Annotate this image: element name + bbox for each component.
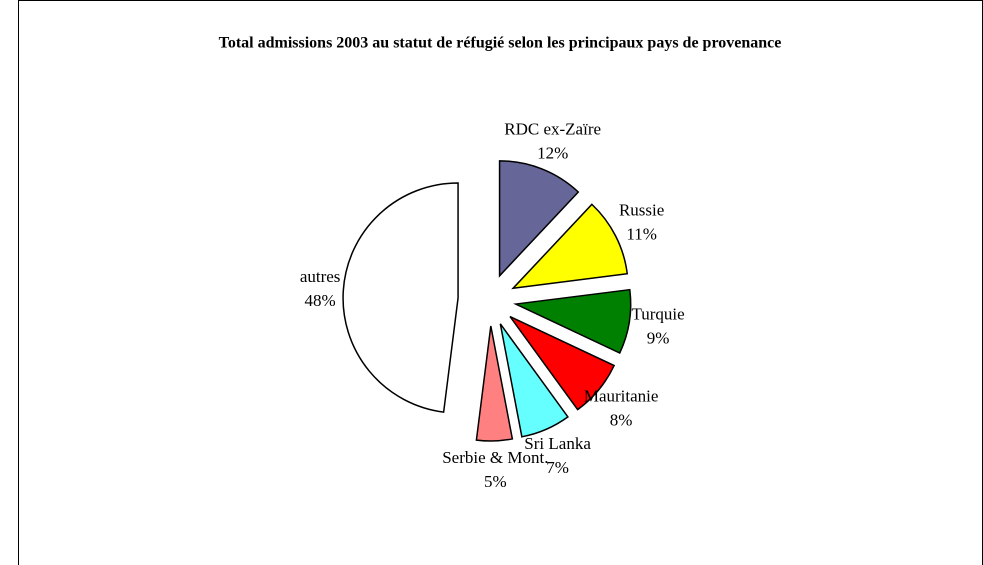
chart-title: Total admissions 2003 au statut de réfug… (219, 35, 782, 52)
slice-value-label: 9% (647, 329, 670, 348)
slice-label: autres (300, 267, 341, 286)
slice-label: RDC ex-Zaïre (504, 120, 601, 139)
slice-label: Sri Lanka (524, 434, 591, 453)
pie-slice (499, 323, 569, 438)
slice-label: Turquie (631, 305, 684, 324)
slice-value-label: 12% (537, 144, 568, 163)
pie-slice (513, 288, 632, 355)
pie-slice (342, 182, 459, 413)
chart-frame (18, 0, 983, 565)
slice-value-label: 7% (546, 458, 569, 477)
slice-label: Serbie & Mont. (442, 448, 548, 467)
pie-slice (498, 160, 580, 278)
slice-value-label: 8% (610, 410, 633, 429)
slice-label: Mauritanie (584, 386, 659, 405)
slice-label: Russie (619, 201, 664, 220)
pie-slice (509, 315, 616, 411)
slice-value-label: 5% (484, 472, 507, 491)
slice-value-label: 48% (305, 291, 336, 310)
pie-slice (475, 325, 514, 442)
pie-slice (511, 203, 629, 290)
slice-value-label: 11% (626, 225, 657, 244)
